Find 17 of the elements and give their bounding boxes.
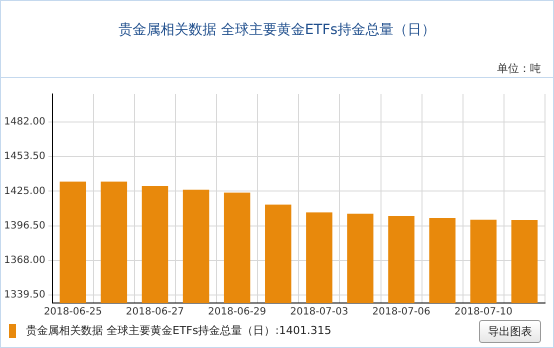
x-tick-label: 2018-07-06: [372, 306, 430, 318]
x-tick-label: 2018-06-25: [44, 306, 102, 318]
y-tick-label: 1396.50: [4, 220, 46, 232]
x-tick-label: 2018-06-27: [126, 306, 184, 318]
text: :1401.315: [275, 324, 332, 337]
y-axis-title: 单位：吨: [497, 61, 541, 76]
x-tick-label: 2018-07-10: [454, 306, 512, 318]
x-tick-label: 2018-06-29: [208, 306, 266, 318]
x-tick-label: 2018-07-03: [290, 306, 348, 318]
y-tick-label: 1339.50: [4, 290, 46, 301]
export-button: 导出图表: [479, 320, 541, 343]
y-tick-label: 1453.50: [4, 151, 46, 162]
chart-title: 贵金属相关数据 全球主要黄金ETFs持金总量（日）: [117, 21, 437, 39]
y-tick-label: 1425.00: [4, 186, 46, 197]
y-tick-label: 1482.00: [4, 116, 46, 128]
legend-label: 贵金属相关数据 全球主要黄金ETFs持金总量（日）: [26, 324, 276, 337]
y-tick-label: 1368.00: [4, 255, 46, 266]
